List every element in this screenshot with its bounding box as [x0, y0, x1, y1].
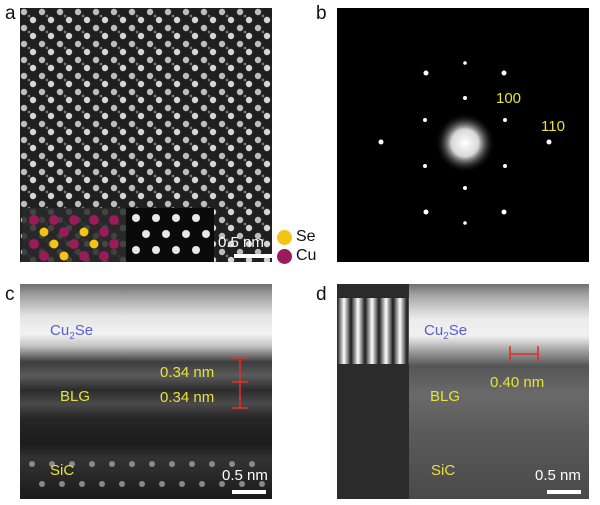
scale-label-a: 0.5 nm	[218, 234, 264, 251]
se-legend-dot	[277, 230, 292, 245]
diffraction-pattern	[378, 61, 552, 225]
stem-image-a	[20, 8, 272, 262]
scale-bar-d	[547, 490, 581, 494]
cross-section-image-c	[20, 284, 272, 499]
panel-letter-a: a	[5, 3, 16, 24]
cu2se-label-c: Cu2Se	[50, 322, 94, 342]
spacing-marker-d	[509, 346, 539, 362]
spacing-label-c2: 0.34 nm	[160, 389, 215, 406]
cu2se-label-d: Cu2Se	[424, 322, 468, 342]
sic-lattice-c	[29, 357, 265, 487]
cu-legend-label: Cu	[296, 247, 317, 264]
fft-image-b	[337, 8, 589, 262]
blg-label-d: BLG	[430, 388, 461, 405]
spot-label-100: 100	[496, 90, 522, 107]
simulation-strip-d	[337, 284, 409, 499]
se-legend-label: Se	[296, 228, 316, 245]
panel-letter-c: c	[5, 284, 15, 305]
cu-legend-dot	[277, 249, 292, 264]
scale-label-d: 0.5 nm	[535, 467, 581, 484]
atomic-lattice-a	[20, 8, 272, 262]
spacing-label-d: 0.40 nm	[490, 374, 545, 391]
spacing-label-c1: 0.34 nm	[160, 364, 215, 381]
panel-letter-b: b	[316, 3, 327, 24]
cross-section-image-d	[337, 284, 589, 499]
crystal-model-inset	[29, 215, 119, 261]
simulation-inset	[132, 214, 210, 254]
panel-letter-d: d	[316, 284, 327, 305]
sic-label-d: SiC	[431, 462, 456, 479]
spot-label-110: 110	[541, 118, 565, 135]
blg-label-c: BLG	[60, 388, 91, 405]
scale-bar-c	[232, 490, 266, 494]
sic-label-c: SiC	[50, 462, 75, 479]
scale-bar-a	[234, 254, 272, 258]
spacing-marker-c	[232, 357, 248, 409]
scale-label-c: 0.5 nm	[222, 467, 268, 484]
